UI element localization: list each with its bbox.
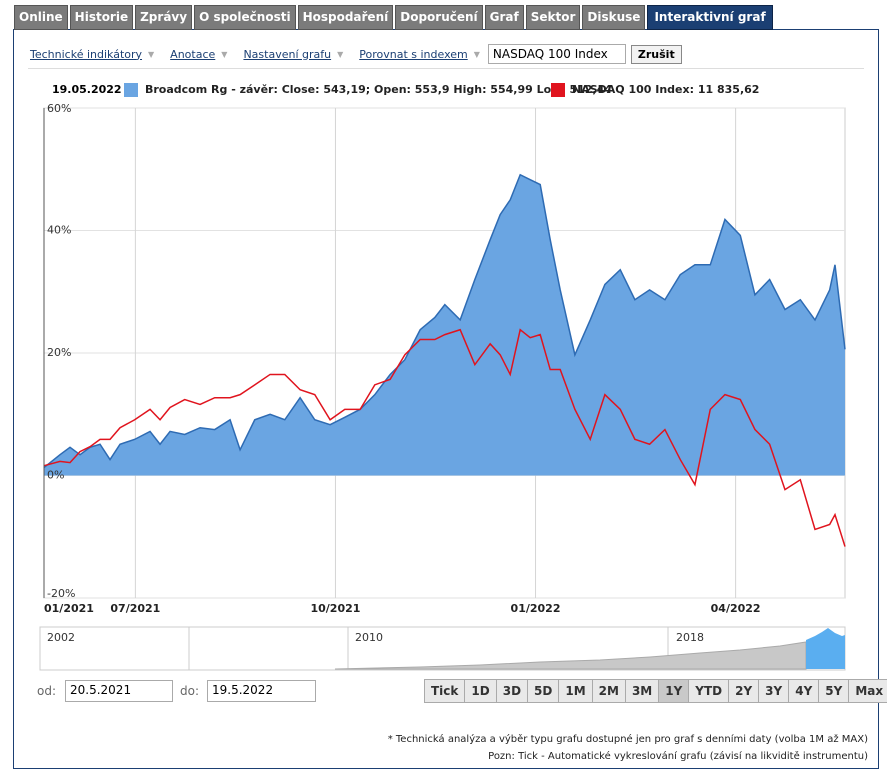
y-tick-label: 20% [47,346,71,359]
range-button[interactable]: Max [848,679,887,703]
area-line [43,173,846,469]
range-button[interactable]: 5D [527,679,560,703]
range-button[interactable]: 3Y [758,679,790,703]
area [44,174,845,476]
tab[interactable]: Historie [69,5,134,30]
dropdown-arrow: ▼ [337,49,344,59]
legend-swatch [124,83,138,97]
range-button[interactable]: 2Y [728,679,760,703]
toolbar-link[interactable]: Anotace [170,47,216,61]
cancel-button[interactable]: Zrušit [630,44,682,64]
y-tick-label: 0% [47,469,64,482]
legend-label: NASDAQ 100 Index: 11 835,62 [572,83,759,96]
range-button[interactable]: 3M [624,679,660,703]
toolbar-link[interactable]: Nastavení grafu [243,47,332,61]
x-tick-label: 07/2021 [110,602,160,615]
legend-label: Broadcom Rg - závěr: Close: 543,19; Open… [145,83,612,96]
x-tick-label: 01/2022 [511,602,561,615]
range-button[interactable]: 5Y [818,679,850,703]
y-tick-label: 60% [47,102,71,115]
x-tick-label: 01/2021 [44,602,94,615]
navigator-label: 2002 [47,631,75,644]
y-tick-label: 40% [47,224,71,237]
legend-date: 19.05.2022 [52,83,122,96]
toolbar-link[interactable]: Technické indikátory [30,47,143,61]
tab[interactable]: Hospodaření [297,5,394,30]
range-button[interactable]: 1Y [658,679,690,703]
tab[interactable]: O společnosti [194,5,296,30]
range-button[interactable]: YTD [688,679,730,703]
footnote: Pozn: Tick - Automatické vykreslování gr… [488,751,868,762]
range-button[interactable]: 3D [495,679,529,703]
tab[interactable]: Interaktivní graf [647,5,773,30]
legend-swatch [551,83,565,97]
navigator-label: 2010 [355,631,383,644]
range-button[interactable]: 4Y [788,679,820,703]
tab[interactable]: Diskuse [582,5,646,30]
tab[interactable]: Doporučení [395,5,483,30]
x-tick-label: 10/2021 [310,602,360,615]
toolbar: Technické indikátory ▼ Anotace ▼ Nastavení g… [30,44,682,64]
range-button[interactable]: 1M [558,679,593,703]
tab[interactable]: Graf [484,5,524,30]
range-button[interactable]: 2M [591,679,626,703]
y-tick-label: -20% [47,587,75,600]
navigator-label: 2018 [676,631,704,644]
range-button[interactable]: Tick [424,679,466,703]
line [43,328,846,547]
tab-bar: Online Historie Zprávy O společnosti Hospoda… [14,5,773,30]
compare-input[interactable]: NASDAQ 100 Index [487,44,626,64]
footnote: * Technická analýza a výběr typu grafu d… [387,734,868,745]
dropdown-arrow: ▼ [221,49,228,59]
tab[interactable]: Online [14,5,68,30]
navigator-selection [806,628,845,669]
to-input[interactable]: 19.5.2022 [207,680,316,702]
dropdown-arrow: ▼ [148,49,155,59]
tab[interactable]: Sektor [525,5,581,30]
from-input[interactable]: 20.5.2021 [65,680,173,702]
from-label: od: [37,684,57,698]
tab[interactable]: Zprávy [135,5,193,30]
toolbar-link[interactable]: Porovnat s indexem [359,47,468,61]
x-tick-label: 04/2022 [711,602,761,615]
range-buttons: Tick 1D 3D 5D 1M 2M 3M 1Y YTD 2Y 3Y 4Y 5Y Max [424,679,887,703]
separator [28,68,864,69]
range-button[interactable]: 1D [464,679,497,703]
to-label: do: [180,684,200,698]
dropdown-arrow: ▼ [473,49,480,59]
